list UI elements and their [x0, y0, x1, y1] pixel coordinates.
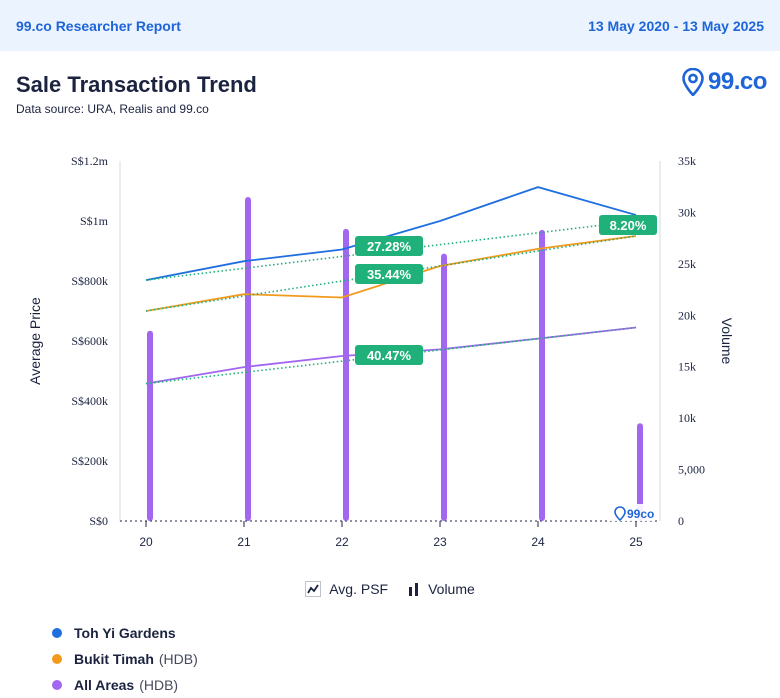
- location-pin-icon: [682, 68, 704, 96]
- series-line: [145, 186, 637, 281]
- x-tick-label: 23: [433, 535, 447, 549]
- x-tick-label: 24: [531, 535, 545, 549]
- y2-axis-title: Volume: [719, 318, 735, 365]
- bar-chart-icon: [409, 583, 419, 596]
- chart-title: Sale Transaction Trend: [16, 72, 257, 97]
- y2-tick-label: 10k: [678, 411, 696, 425]
- y2-tick-label: 20k: [678, 308, 696, 322]
- y-axis-title: Average Price: [27, 297, 43, 385]
- y-tick-label: S$1.2m: [71, 154, 109, 168]
- volume-bar: [245, 197, 251, 521]
- y2-tick-label: 15k: [678, 360, 696, 374]
- trend-lines: [145, 220, 637, 385]
- series-name: Bukit Timah: [74, 651, 154, 667]
- volume-bar: [441, 253, 447, 522]
- series-name: Toh Yi Gardens: [74, 625, 176, 641]
- y2-tick-label: 0: [678, 514, 684, 528]
- x-tick-label: 21: [237, 535, 251, 549]
- legend-volume[interactable]: Volume: [408, 581, 475, 597]
- x-tick-label: 22: [335, 535, 349, 549]
- series-legend-item[interactable]: Toh Yi Gardens: [52, 620, 198, 646]
- volume-bar: [343, 228, 349, 521]
- sale-trend-chart: S$0 S$200k S$400k S$600k S$800k S$1m S$1.2m 0 5,…: [27, 154, 735, 549]
- trend-badge-label: 8.20%: [610, 218, 647, 233]
- trend-badges: 8.20% 27.28% 35.44% 40.47%: [355, 215, 657, 365]
- trend-line: [145, 235, 637, 312]
- series-legend-item[interactable]: All Areas (HDB): [52, 672, 198, 698]
- axes: S$0 S$200k S$400k S$600k S$800k S$1m S$1.2m 0 5,…: [27, 154, 735, 549]
- watermark-text: 99co: [627, 507, 654, 521]
- trend-badge-label: 40.47%: [367, 348, 412, 363]
- report-title: 99.co Researcher Report: [16, 17, 181, 34]
- legend-volume-label: Volume: [428, 581, 475, 597]
- series-name: All Areas: [74, 677, 135, 693]
- legend-avg-psf-label: Avg. PSF: [329, 581, 389, 597]
- y2-tick-label: 5,000: [678, 463, 705, 477]
- volume-bar: [539, 229, 545, 521]
- chart-watermark: 99co: [609, 504, 655, 522]
- location-pin-icon: [614, 506, 626, 522]
- volume-bar: [637, 423, 643, 521]
- y-tick-label: S$1m: [80, 214, 109, 228]
- y2-tick-label: 35k: [678, 154, 696, 168]
- series-legend-item[interactable]: Bukit Timah (HDB): [52, 646, 198, 672]
- series-color-dot: [52, 628, 62, 638]
- report-header-bar: 99.co Researcher Report 13 May 2020 - 13…: [0, 0, 780, 51]
- line-chart-icon: [305, 581, 322, 597]
- series-color-dot: [52, 654, 62, 664]
- y-tick-label: S$400k: [71, 394, 108, 408]
- x-tick-label: 25: [629, 535, 643, 549]
- watermark-bg: [609, 504, 655, 521]
- series-suffix: (HDB): [158, 651, 198, 667]
- y2-tick-label: 25k: [678, 257, 696, 271]
- series-legend: Toh Yi Gardens Bukit Timah (HDB) All Are…: [52, 620, 198, 698]
- y-tick-label: S$200k: [71, 454, 108, 468]
- brand-logo-text: 99.co: [708, 68, 767, 95]
- date-range: 13 May 2020 - 13 May 2025: [588, 17, 764, 34]
- trend-badge: [355, 236, 423, 256]
- series-suffix: (HDB): [139, 677, 179, 693]
- trend-badge: [355, 264, 423, 284]
- x-tick-label: 20: [139, 535, 153, 549]
- y-tick-label: S$800k: [71, 274, 108, 288]
- trend-badge: [599, 215, 657, 235]
- brand-logo: 99.co: [682, 68, 767, 96]
- trend-badge-label: 27.28%: [367, 239, 412, 254]
- y-tick-label: S$600k: [71, 334, 108, 348]
- trend-badge: [355, 345, 423, 365]
- y-tick-label: S$0: [89, 514, 108, 528]
- chart-legend: Avg. PSF Volume: [0, 581, 780, 597]
- series-color-dot: [52, 680, 62, 690]
- volume-bars: [147, 197, 643, 522]
- trend-badge-label: 35.44%: [367, 267, 412, 282]
- grid-lines: [119, 161, 661, 522]
- volume-bar: [147, 330, 153, 521]
- y2-tick-label: 30k: [678, 205, 696, 219]
- legend-avg-psf[interactable]: Avg. PSF: [305, 581, 388, 597]
- data-source-note: Data source: URA, Realis and 99.co: [16, 102, 209, 116]
